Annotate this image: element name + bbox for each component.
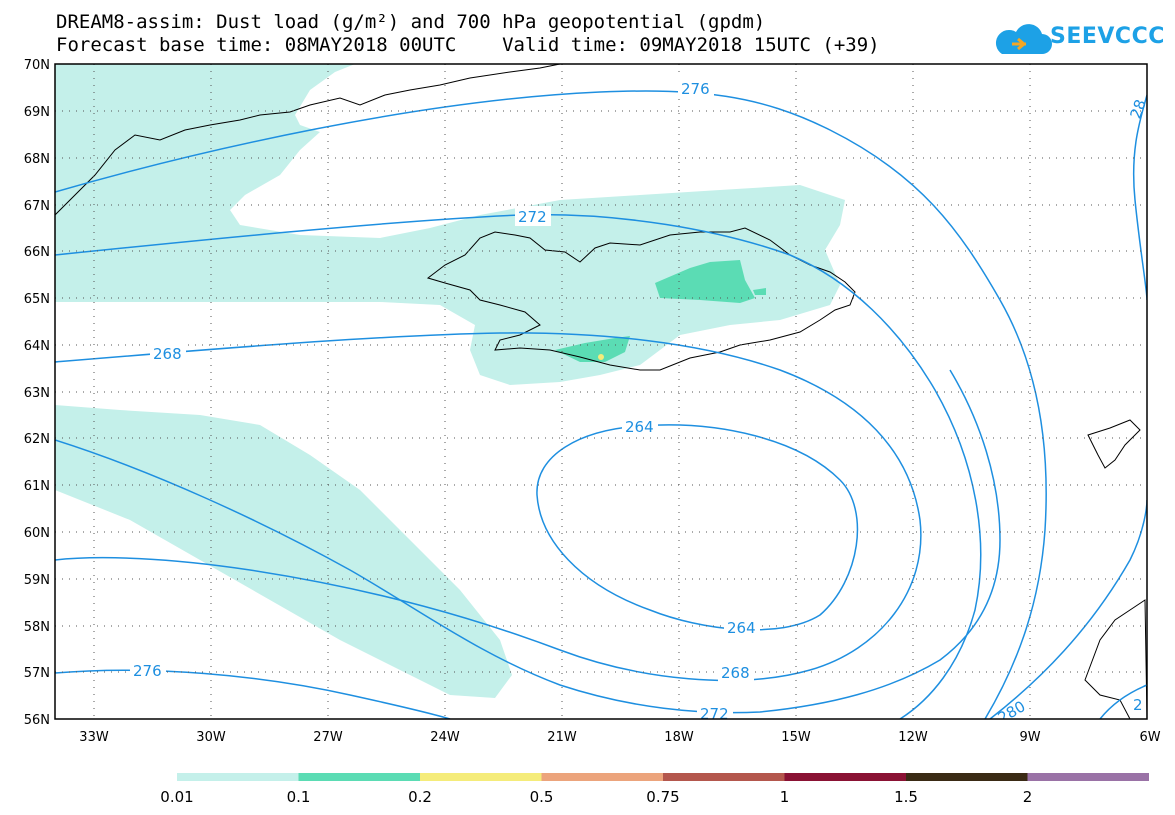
contour-280	[989, 499, 1147, 719]
lat-label: 58N	[24, 620, 50, 635]
legend-label: 0.5	[530, 788, 554, 806]
contour-264	[536, 424, 859, 631]
greenland-coast	[55, 64, 561, 216]
contour-276-north	[55, 90, 1047, 719]
lon-label: 18W	[664, 730, 694, 745]
lon-label: 12W	[898, 730, 928, 745]
iceland-coast	[426, 227, 856, 371]
contour-268	[55, 332, 922, 682]
scotland-coast	[1084, 599, 1147, 719]
contour-label-28: 28	[1126, 97, 1149, 121]
legend-label: 2	[1023, 788, 1033, 806]
contour-label-268-west: 268	[153, 345, 182, 363]
legend-swatch	[1027, 773, 1149, 781]
legend-label: 1.5	[894, 788, 918, 806]
lat-label: 62N	[24, 432, 50, 447]
dust-area-high	[598, 354, 604, 360]
contour-label-264-south: 264	[727, 619, 756, 637]
lat-label: 61N	[24, 479, 50, 494]
legend-label: 0.1	[287, 788, 311, 806]
contour-label-280: 280	[995, 697, 1029, 727]
legend-swatch	[298, 773, 420, 781]
dust-area-medium-3	[753, 288, 766, 295]
legend-swatch	[784, 773, 906, 781]
lat-label: 60N	[24, 526, 50, 541]
lon-label: 21W	[547, 730, 577, 745]
legend-swatch	[177, 773, 299, 781]
lon-label: 27W	[313, 730, 343, 745]
dust-area-southwest	[55, 405, 512, 698]
lat-label: 56N	[24, 713, 50, 728]
legend-label: 0.01	[160, 788, 193, 806]
lon-label: 15W	[781, 730, 811, 745]
lat-label: 66N	[24, 245, 50, 260]
lat-label: 57N	[24, 666, 50, 681]
lon-label: 33W	[79, 730, 109, 745]
dust-area-medium-1	[655, 260, 755, 303]
contour-label-276-south: 276	[133, 662, 162, 680]
lat-label: 70N	[24, 58, 50, 73]
contour-276-south	[55, 669, 451, 719]
faroe-coast	[1087, 419, 1141, 469]
lat-label: 64N	[24, 339, 50, 354]
lat-label: 63N	[24, 386, 50, 401]
contour-label-268-south: 268	[721, 664, 750, 682]
contour-label-272-north: 272	[518, 208, 547, 226]
lat-label: 68N	[24, 152, 50, 167]
contour-label-276-north: 276	[681, 80, 710, 98]
logo-text: SEEVCCC	[1050, 24, 1165, 49]
contour-label-264-north: 264	[625, 418, 654, 436]
contour-2-southeast	[1099, 684, 1147, 719]
legend-label: 0.75	[646, 788, 679, 806]
lon-label: 30W	[196, 730, 226, 745]
map-frame	[54, 63, 1148, 720]
lat-label: 69N	[24, 105, 50, 120]
lat-label: 67N	[24, 199, 50, 214]
map-title-line-2: Forecast base time: 08MAY2018 00UTC Vali…	[56, 34, 880, 56]
color-legend: 0.01 0.1 0.2 0.5 0.75 1 1.5 2	[160, 773, 1149, 806]
legend-swatch	[541, 773, 663, 781]
map-title-line-1: DREAM8-assim: Dust load (g/m²) and 700 h…	[56, 11, 766, 33]
cloud-icon	[995, 24, 1052, 54]
lon-label: 9W	[1019, 730, 1040, 745]
lat-label: 59N	[24, 573, 50, 588]
legend-swatch	[663, 773, 785, 781]
contour-28-east	[1132, 94, 1147, 301]
legend-label: 1	[780, 788, 790, 806]
lon-label: 6W	[1139, 730, 1160, 745]
legend-swatch	[420, 773, 542, 781]
contour-272-north	[55, 213, 982, 719]
lon-label: 24W	[430, 730, 460, 745]
legend-swatch	[906, 773, 1028, 781]
lat-label: 65N	[24, 292, 50, 307]
contour-label-272-south: 272	[700, 705, 729, 723]
legend-label: 0.2	[408, 788, 432, 806]
contour-label-2: 2	[1133, 696, 1143, 714]
dust-area-north	[55, 64, 845, 385]
